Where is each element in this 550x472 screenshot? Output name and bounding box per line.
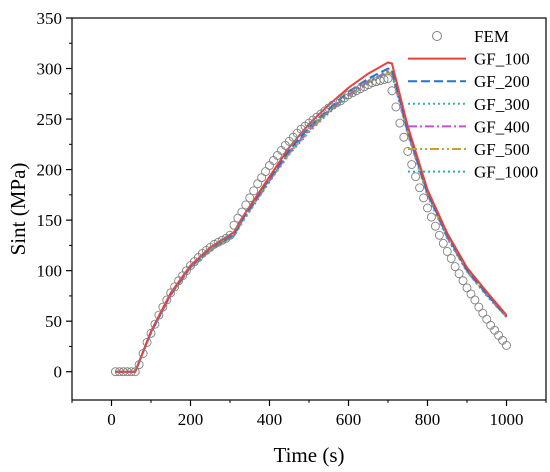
data-point-fem xyxy=(395,118,405,128)
legend-item-gf-100: GF_100 xyxy=(408,50,530,69)
data-point-fem xyxy=(462,283,472,293)
data-point-fem xyxy=(415,183,425,193)
data-point-fem xyxy=(434,230,444,240)
data-point-fem xyxy=(162,295,172,305)
data-point-fem xyxy=(446,254,456,263)
data-point-fem xyxy=(269,156,278,165)
data-point-fem xyxy=(403,146,413,156)
data-point-fem xyxy=(166,288,176,298)
legend-item-gf-1000: GF_1000 xyxy=(408,163,538,182)
legend-item-gf-300: GF_300 xyxy=(408,95,530,114)
data-point-fem xyxy=(134,360,144,370)
data-point-fem xyxy=(126,367,136,377)
data-point-fem xyxy=(458,276,468,286)
data-point-fem xyxy=(387,86,397,96)
legend-label-gf-100: GF_100 xyxy=(474,50,530,69)
data-point-fem xyxy=(423,203,432,213)
data-point-fem xyxy=(454,269,464,279)
y-tick-label: 150 xyxy=(37,211,63,230)
data-point-fem xyxy=(249,186,259,196)
data-point-fem xyxy=(379,75,389,85)
y-tick-label: 100 xyxy=(37,262,63,281)
data-point-fem xyxy=(482,314,492,324)
y-tick-label: 300 xyxy=(37,60,63,79)
data-point-fem xyxy=(138,349,148,358)
legend-item-gf-400: GF_400 xyxy=(408,117,530,136)
series-line-gf-300 xyxy=(115,69,508,373)
legend: FEM GF_100 GF_200 GF_300 GF_400 GF_500 GF_1000 xyxy=(408,27,538,182)
data-point-fem xyxy=(142,337,152,347)
legend-item-fem: FEM xyxy=(432,27,509,46)
series-line-gf-1000 xyxy=(115,72,508,373)
data-point-fem xyxy=(407,160,417,169)
plot-area xyxy=(110,61,511,377)
data-point-fem xyxy=(494,330,504,340)
data-point-fem xyxy=(276,145,286,155)
legend-label-gf-1000: GF_1000 xyxy=(474,163,538,182)
legend-item-gf-500: GF_500 xyxy=(408,140,530,159)
data-point-fem xyxy=(225,230,235,240)
data-point-fem xyxy=(498,335,507,345)
data-point-fem xyxy=(478,308,488,318)
data-point-fem xyxy=(154,310,164,320)
data-point-fem xyxy=(146,328,156,338)
y-tick-label: 250 xyxy=(37,110,63,129)
legend-label-fem: FEM xyxy=(474,27,509,46)
data-point-fem xyxy=(158,302,168,312)
data-point-fem xyxy=(486,320,496,330)
legend-label-gf-500: GF_500 xyxy=(474,140,530,159)
y-tick-label: 200 xyxy=(37,161,63,180)
legend-label-gf-400: GF_400 xyxy=(474,117,530,136)
data-point-fem xyxy=(391,102,401,112)
series-line-gf-100 xyxy=(115,61,508,373)
data-point-fem xyxy=(261,167,270,177)
data-point-fem xyxy=(490,325,500,335)
x-tick-label: 200 xyxy=(178,410,204,429)
x-tick-label: 400 xyxy=(257,410,283,429)
legend-item-gf-200: GF_200 xyxy=(408,72,530,91)
data-point-fem xyxy=(427,212,436,222)
data-point-fem xyxy=(411,172,421,182)
data-point-fem xyxy=(229,220,239,230)
data-point-fem xyxy=(170,282,180,292)
legend-marker-fem xyxy=(432,31,442,41)
series-line-gf-500 xyxy=(115,71,508,373)
data-point-fem xyxy=(245,193,255,203)
data-point-fem xyxy=(150,319,160,329)
y-tick-label: 50 xyxy=(45,312,62,331)
data-point-fem xyxy=(430,221,440,231)
x-tick-label: 1000 xyxy=(490,410,524,429)
data-point-fem xyxy=(474,302,484,312)
x-tick-label: 0 xyxy=(107,410,116,429)
legend-label-gf-300: GF_300 xyxy=(474,95,530,114)
data-point-fem xyxy=(442,246,452,256)
y-axis-title: Sint (MPa) xyxy=(6,163,30,256)
data-point-fem xyxy=(257,173,267,183)
data-point-fem xyxy=(253,179,263,189)
y-tick-label: 0 xyxy=(54,363,63,382)
x-axis-title: Time (s) xyxy=(274,443,345,467)
x-tick-label: 800 xyxy=(415,410,441,429)
data-point-fem xyxy=(237,207,247,217)
data-point-fem xyxy=(130,367,140,377)
x-tick-label: 600 xyxy=(336,410,362,429)
data-point-fem xyxy=(241,200,251,210)
data-point-fem xyxy=(399,132,409,142)
axes: 0 200 400 600 800 1000 0 50 100 150 200 250 300 350 xyxy=(37,9,547,429)
data-point-fem xyxy=(502,340,511,350)
data-point-fem xyxy=(265,161,274,170)
data-point-fem xyxy=(438,238,448,248)
series-line-gf-200 xyxy=(115,67,508,373)
data-point-fem xyxy=(233,213,243,223)
data-point-fem xyxy=(272,150,282,160)
data-point-fem xyxy=(470,295,480,305)
data-marks xyxy=(110,61,511,377)
data-point-fem xyxy=(450,262,460,272)
data-point-fem xyxy=(419,193,428,203)
data-point-fem xyxy=(466,289,476,299)
y-tick-label: 350 xyxy=(37,9,63,28)
data-point-fem xyxy=(383,74,393,84)
legend-label-gf-200: GF_200 xyxy=(474,72,530,91)
